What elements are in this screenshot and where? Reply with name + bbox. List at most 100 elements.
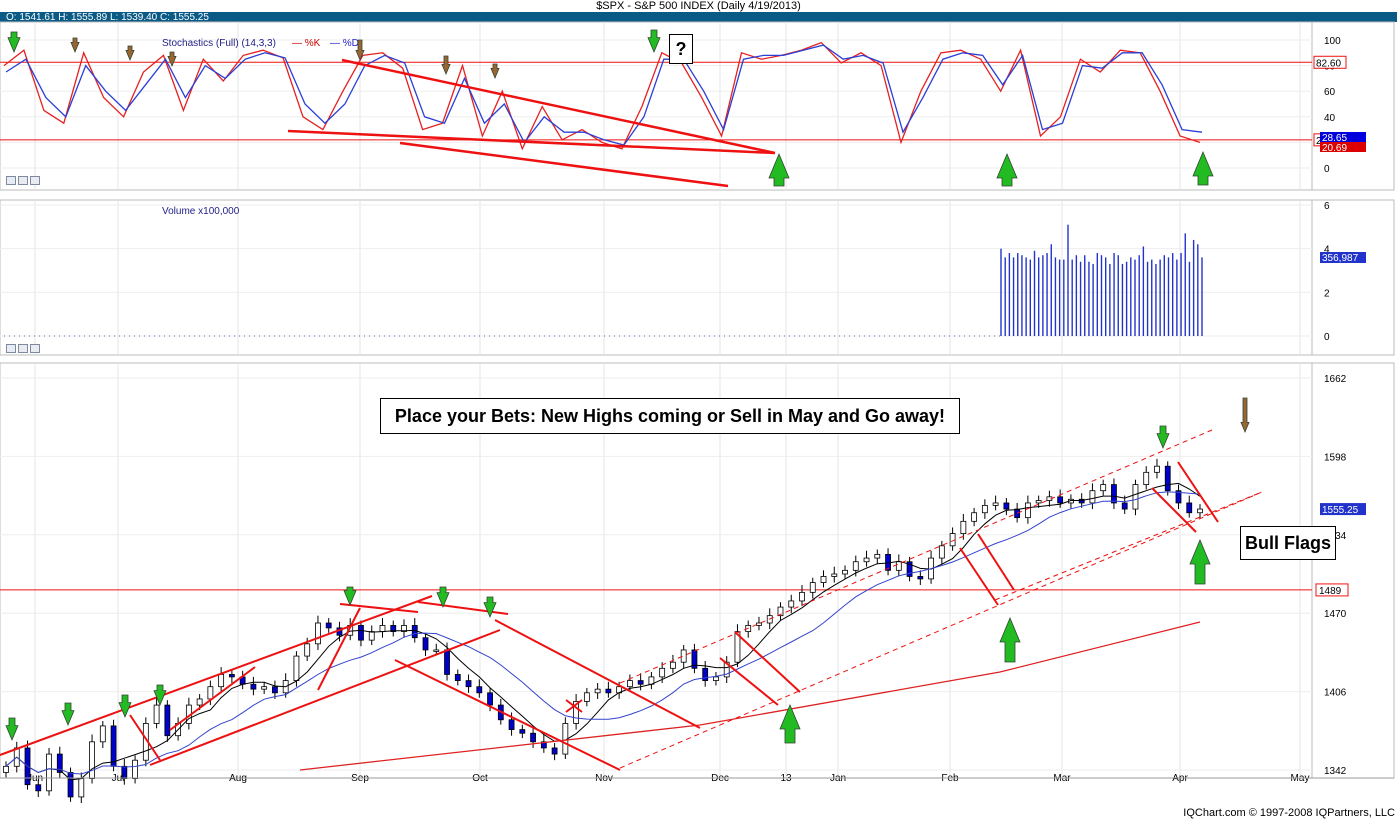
stoch-d-line (5, 44, 1203, 146)
candle-body (1143, 471, 1150, 485)
candle-body (831, 573, 838, 577)
panel-button[interactable] (6, 344, 16, 353)
candle-body (315, 622, 321, 645)
vol-y-tick: 2 (1324, 288, 1330, 299)
candle-body (519, 729, 526, 734)
candle-body (358, 625, 364, 641)
candle-body (1175, 490, 1182, 504)
candle-body (895, 561, 902, 571)
panel-button[interactable] (30, 176, 40, 185)
candle-body (573, 701, 580, 724)
stoch-last-value: 28.65 (1322, 133, 1347, 144)
trendline (394, 659, 621, 771)
panel-button[interactable] (18, 344, 28, 353)
green-down-arrow (153, 684, 167, 707)
trendline (1177, 461, 1219, 523)
trendline (149, 629, 501, 766)
candle-body (508, 719, 515, 730)
candle-body (691, 649, 698, 669)
volume-panel: Volume x100,000 (4, 206, 1203, 337)
candle-body (164, 704, 171, 737)
stoch-last-value: 20.69 (1322, 143, 1347, 154)
candle-body (1186, 502, 1193, 514)
candle-body (89, 741, 95, 779)
ohlc-readout: O: 1541.61 H: 1555.89 L: 1539.40 C: 1555… (6, 12, 209, 23)
bull-flags-label: Bull Flags (1240, 526, 1336, 560)
candle-body (756, 622, 762, 626)
candle-body (465, 680, 472, 688)
panel-button[interactable] (18, 176, 28, 185)
green-up-arrow (1192, 150, 1214, 186)
candle-body (809, 582, 816, 593)
price-y-tick: 1598 (1324, 452, 1347, 463)
stoch-level-label: 82.60 (1316, 58, 1341, 69)
volume-panel-buttons (6, 344, 40, 353)
stoch-last-value-box (1320, 142, 1366, 152)
grid (0, 21, 1395, 779)
ma-mid-line (5, 491, 1201, 775)
candle-body (78, 778, 85, 798)
candle-body (799, 591, 805, 602)
stoch-legend-k: — %K (292, 38, 321, 49)
candle-body (228, 674, 235, 678)
channel-line (619, 429, 1213, 684)
candle-body (605, 688, 612, 694)
green-down-arrow (5, 717, 19, 742)
candle-body (1132, 484, 1139, 510)
green-down-arrow (647, 29, 661, 54)
candle-body (874, 554, 881, 559)
candle-body (1057, 496, 1064, 504)
candle-body (594, 688, 601, 694)
candle-body (583, 692, 590, 702)
stochastics-panel: Stochastics (Full) (14,3,3) — %K — %D (0, 38, 1312, 188)
candle-body (1164, 465, 1171, 492)
candle-body (411, 625, 418, 639)
candle-body (110, 725, 117, 767)
trendline (169, 666, 256, 731)
candle-body (992, 502, 999, 506)
candle-body (153, 704, 160, 724)
vol-last-value-box (1320, 252, 1366, 263)
candle-body (713, 676, 719, 681)
candle-body (863, 557, 870, 563)
green-down-arrow (436, 586, 450, 609)
candle-body (99, 725, 106, 743)
panel-button[interactable] (6, 176, 16, 185)
candle-body (820, 576, 827, 583)
trendline (977, 533, 1015, 591)
trendline (317, 607, 361, 691)
green-down-arrow (1156, 425, 1170, 450)
panel-button[interactable] (30, 344, 40, 353)
candle-body (530, 732, 536, 743)
question-box: ? (669, 34, 693, 64)
trendline (0, 595, 433, 756)
trendline (734, 631, 801, 693)
channel-line (994, 491, 1263, 601)
vol-y-tick: 0 (1324, 332, 1330, 343)
brown-down-arrow (125, 45, 135, 62)
brown-down-arrow (490, 63, 500, 80)
candle-body (1089, 490, 1096, 504)
candle-body (680, 649, 687, 663)
brown-down-arrow (1240, 397, 1250, 434)
candle-body (35, 784, 42, 792)
stoch-panel-buttons (6, 176, 40, 185)
footer-copyright: IQChart.com © 1997-2008 IQPartners, LLC (1183, 807, 1395, 819)
candle-body (637, 680, 644, 685)
candle-body (476, 686, 483, 694)
green-down-arrow (118, 694, 132, 719)
candle-body (121, 765, 128, 779)
price-y-tick: 1470 (1324, 609, 1347, 620)
candle-body (218, 674, 225, 688)
stoch-legend-d: — %D (330, 38, 359, 49)
candle-body (702, 667, 709, 681)
green-up-arrow (999, 616, 1021, 663)
candle-body (734, 631, 741, 663)
trendline (417, 601, 509, 615)
price-level-label: 1489 (1319, 586, 1342, 597)
vol-last-value: 356,987 (1322, 253, 1359, 264)
stoch-y-tick: 40 (1324, 113, 1336, 124)
candle-body (379, 625, 386, 632)
brown-down-arrow (441, 55, 451, 76)
candle-body (1014, 508, 1021, 519)
